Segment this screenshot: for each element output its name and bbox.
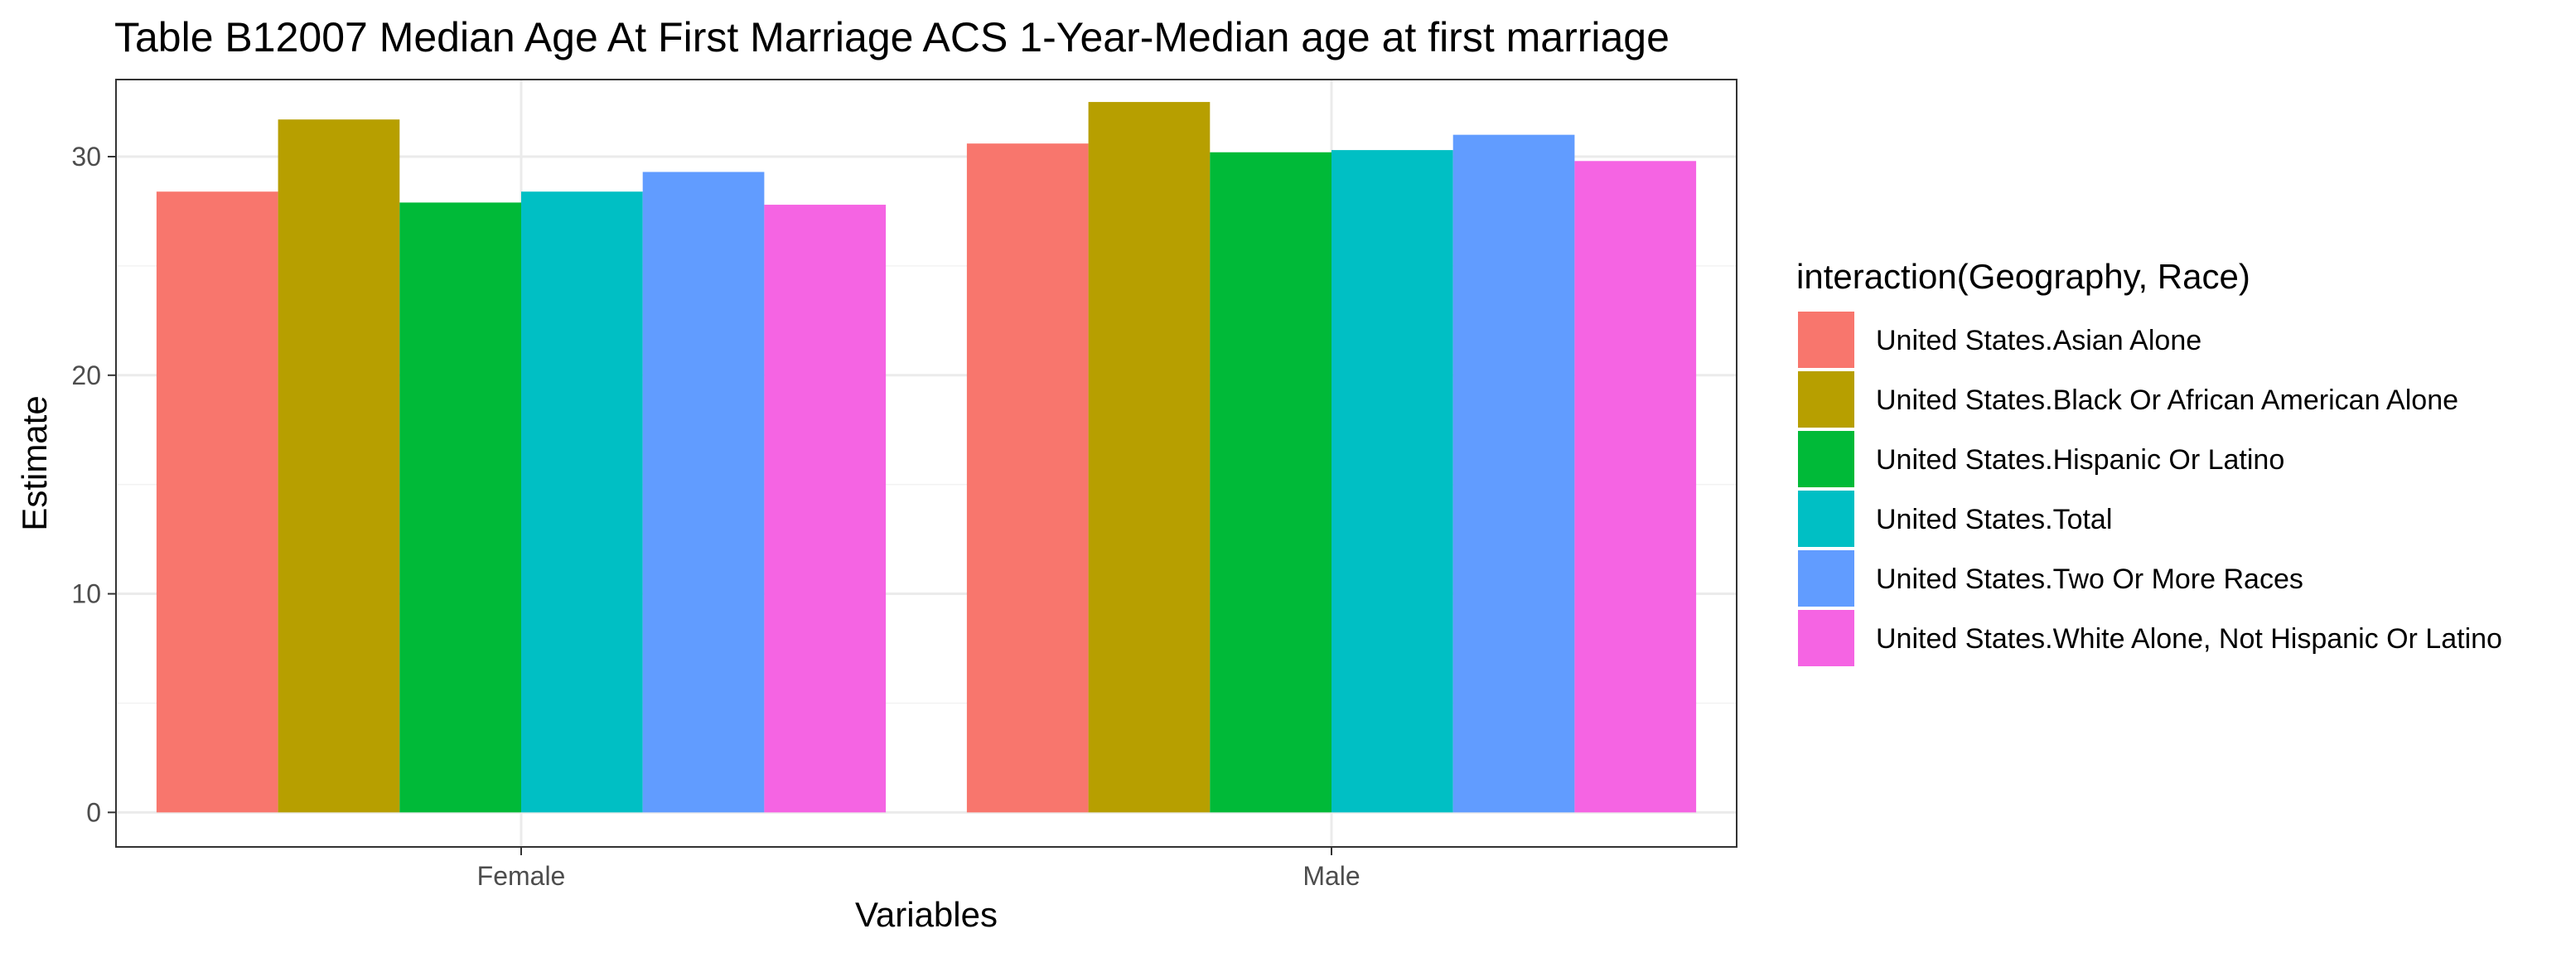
legend-key (1798, 491, 1854, 547)
x-tick-label: Female (477, 861, 566, 891)
legend-title: interaction(Geography, Race) (1796, 257, 2250, 296)
legend-key (1798, 312, 1854, 368)
y-tick-label: 20 (71, 360, 101, 390)
y-tick-label: 0 (86, 797, 101, 827)
bar (521, 191, 643, 813)
legend: interaction(Geography, Race) United Stat… (1796, 257, 2502, 666)
y-tick-label: 30 (71, 142, 101, 172)
plot-panel-border (115, 79, 1737, 848)
bars (156, 102, 1697, 813)
x-tick-label: Male (1302, 861, 1360, 891)
legend-items: United States.Asian Alone United States.B… (1798, 312, 2502, 666)
bar (278, 119, 400, 813)
chart-title: Table B12007 Median Age At First Marriag… (114, 14, 1670, 60)
legend-label: United States.Hispanic Or Latino (1876, 444, 2284, 476)
legend-key (1798, 550, 1854, 607)
bar (1574, 161, 1697, 813)
y-axis-title: Estimate (15, 395, 54, 530)
bar (156, 191, 278, 813)
legend-key (1798, 431, 1854, 487)
legend-key (1798, 371, 1854, 428)
axis-ticks: 0 10 20 30 Female Male (71, 142, 1360, 891)
x-axis-title: Variables (855, 895, 998, 934)
bar (1088, 102, 1211, 813)
bar (1210, 152, 1331, 813)
legend-label: United States.Two Or More Races (1876, 564, 2303, 595)
bar (1331, 150, 1453, 813)
bar (764, 205, 887, 813)
bar (642, 172, 765, 813)
legend-label: United States.White Alone, Not Hispanic … (1876, 623, 2502, 655)
legend-label: United States.Asian Alone (1876, 325, 2201, 356)
y-tick-label: 10 (71, 579, 101, 609)
legend-label: United States.Black Or African American … (1876, 385, 2458, 416)
legend-label: United States.Total (1876, 504, 2112, 535)
bar (399, 202, 521, 813)
bar (1452, 134, 1575, 813)
bar (966, 143, 1089, 813)
legend-key (1798, 610, 1854, 666)
